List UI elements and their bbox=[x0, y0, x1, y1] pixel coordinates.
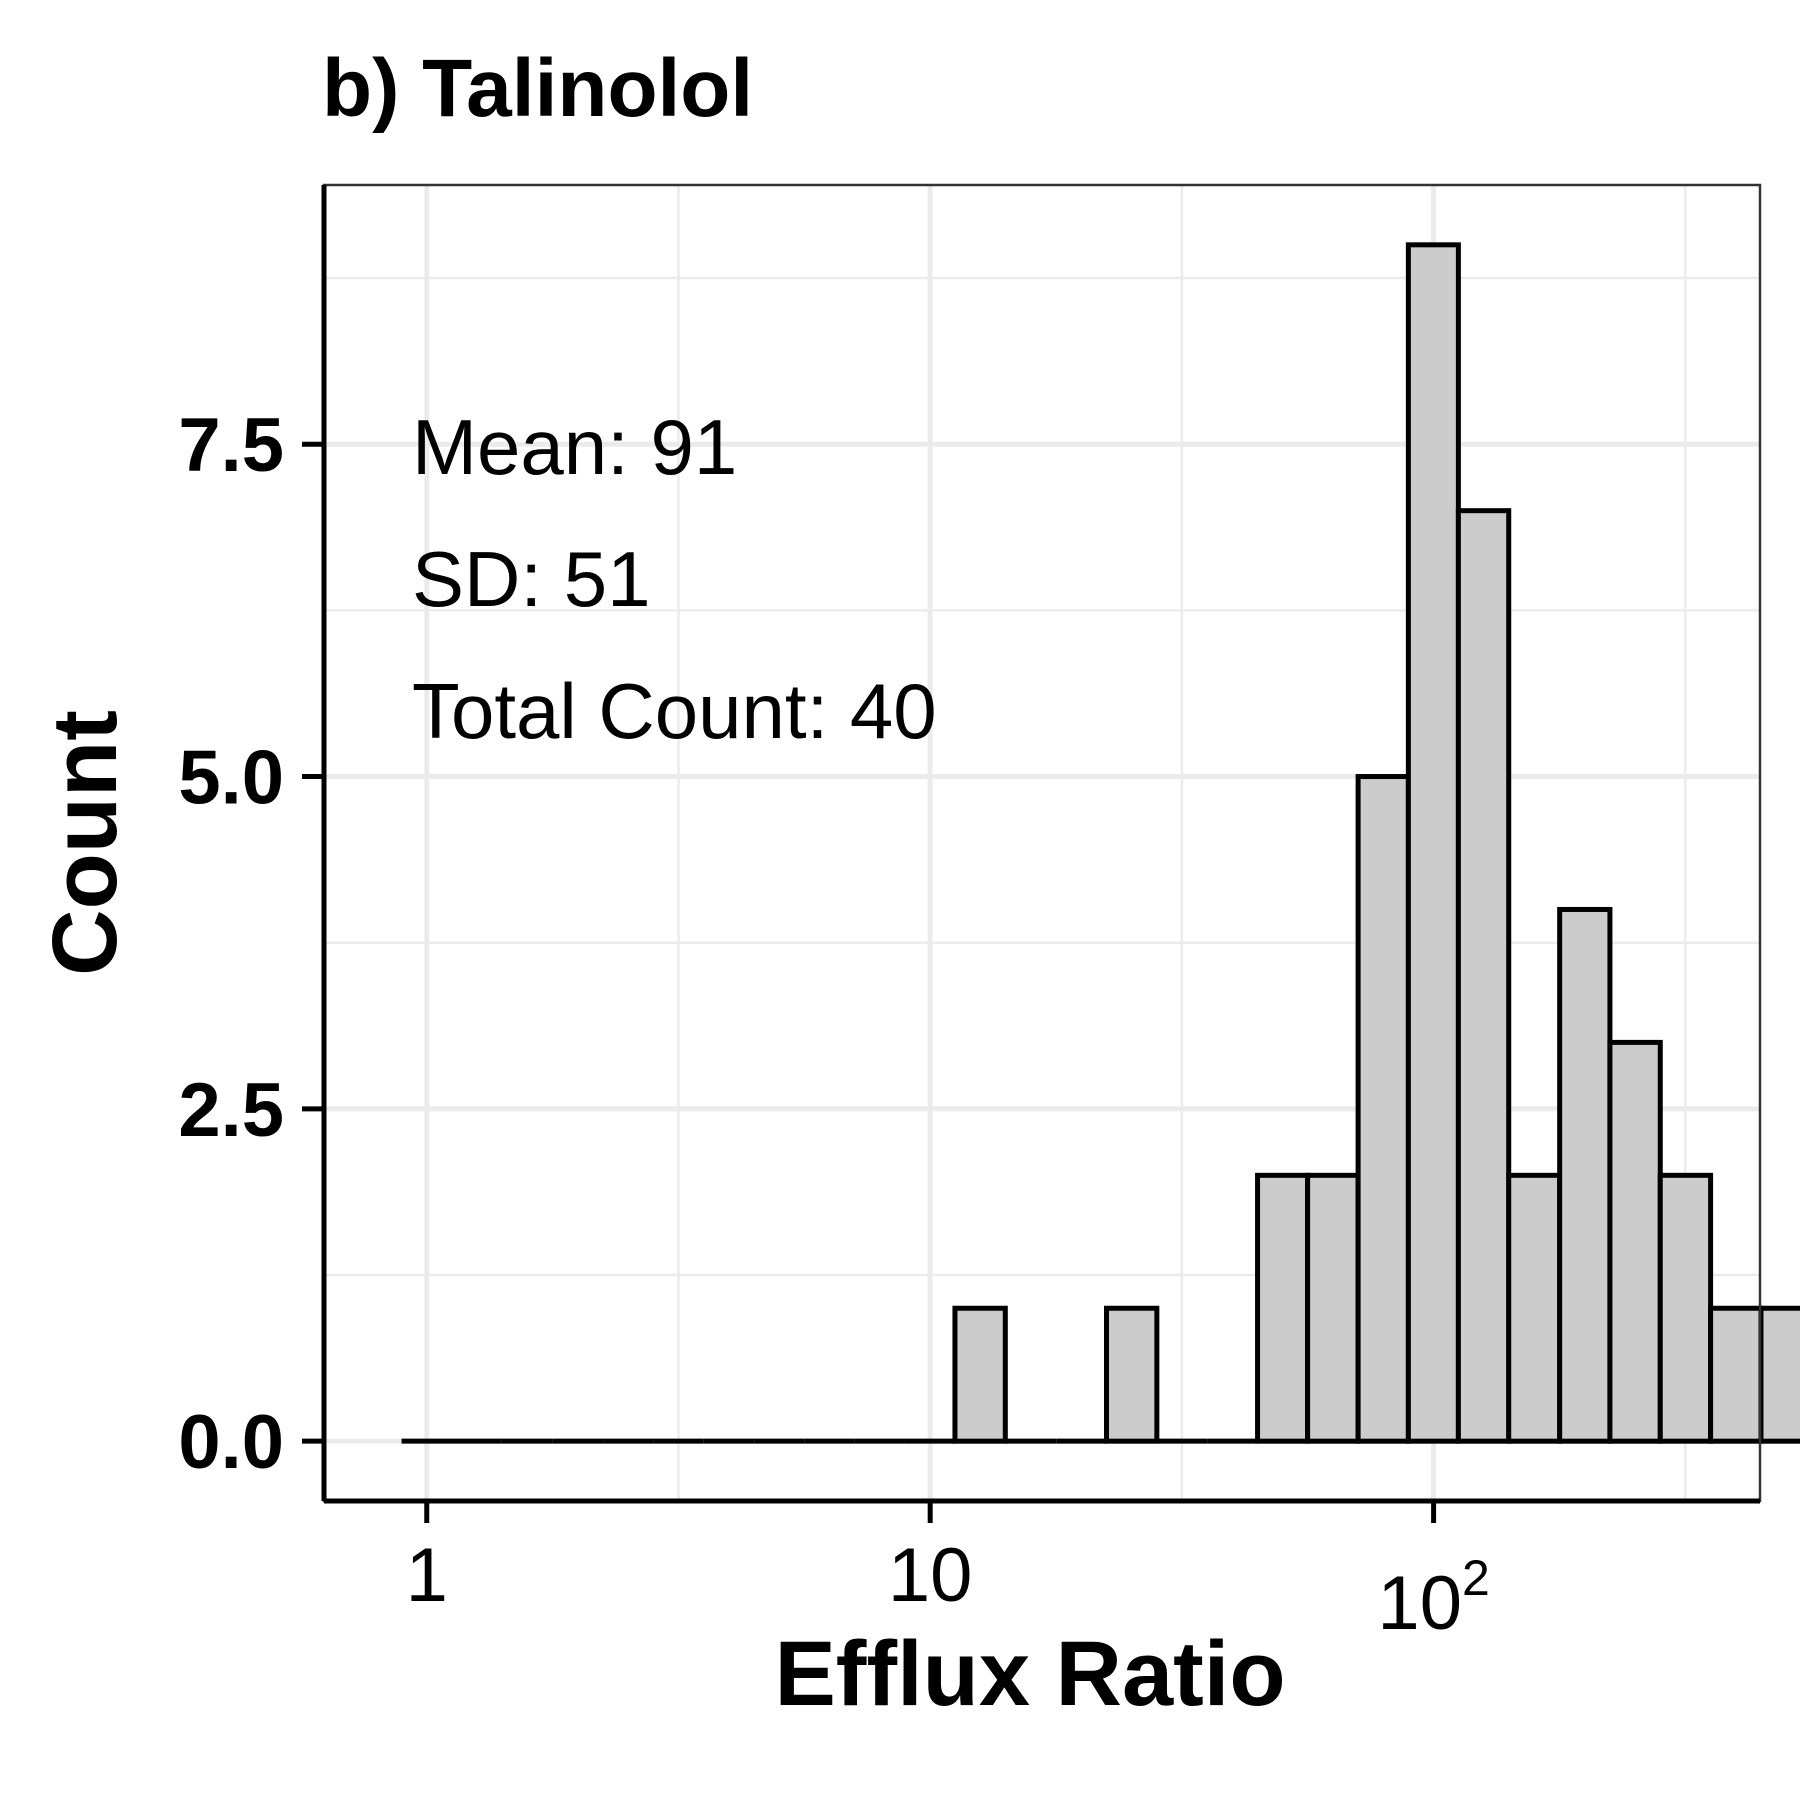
grid-minor bbox=[324, 185, 1760, 1501]
x-tick-label-base: 10 bbox=[1377, 1561, 1462, 1646]
y-tick-label: 7.5 bbox=[178, 403, 284, 488]
y-axis-ticks: 0.0 2.5 5.0 7.5 bbox=[178, 403, 324, 1485]
x-axis-label: Efflux Ratio bbox=[774, 1623, 1285, 1725]
chart-title: b) Talinolol bbox=[322, 43, 753, 134]
histogram-bar bbox=[1758, 1305, 1800, 1444]
y-tick-label: 0.0 bbox=[178, 1400, 284, 1485]
histogram-bar bbox=[1305, 1172, 1361, 1444]
x-tick-label: 10 bbox=[888, 1533, 973, 1618]
x-tick-label: 102 bbox=[1377, 1550, 1489, 1646]
x-tick-label-exponent: 2 bbox=[1462, 1550, 1490, 1606]
histogram-bar bbox=[1255, 1172, 1311, 1444]
histogram-bar bbox=[1657, 1172, 1714, 1444]
histogram-bar bbox=[1405, 242, 1461, 1444]
annotation-mean: Mean: 91 bbox=[412, 403, 737, 491]
histogram-bar bbox=[1708, 1305, 1764, 1444]
bars bbox=[401, 242, 1800, 1444]
annotation-total-count: Total Count: 40 bbox=[412, 667, 937, 755]
histogram-bar bbox=[1506, 1172, 1563, 1444]
histogram-bar bbox=[1557, 906, 1613, 1444]
x-tick-label: 1 bbox=[406, 1533, 448, 1618]
y-tick-label: 2.5 bbox=[178, 1068, 284, 1153]
annotation-sd: SD: 51 bbox=[412, 535, 650, 623]
y-axis-label: Count bbox=[34, 710, 136, 976]
y-tick-label: 5.0 bbox=[178, 736, 284, 821]
stats-annotations: Mean: 91 SD: 51 Total Count: 40 bbox=[412, 403, 937, 755]
histogram-bar bbox=[1355, 774, 1411, 1444]
histogram-bar bbox=[1607, 1039, 1663, 1444]
histogram-bar bbox=[1104, 1305, 1160, 1444]
histogram-bar bbox=[1455, 508, 1512, 1444]
x-axis-ticks: 1 10 102 bbox=[406, 1501, 1490, 1646]
histogram-bar bbox=[952, 1305, 1008, 1444]
